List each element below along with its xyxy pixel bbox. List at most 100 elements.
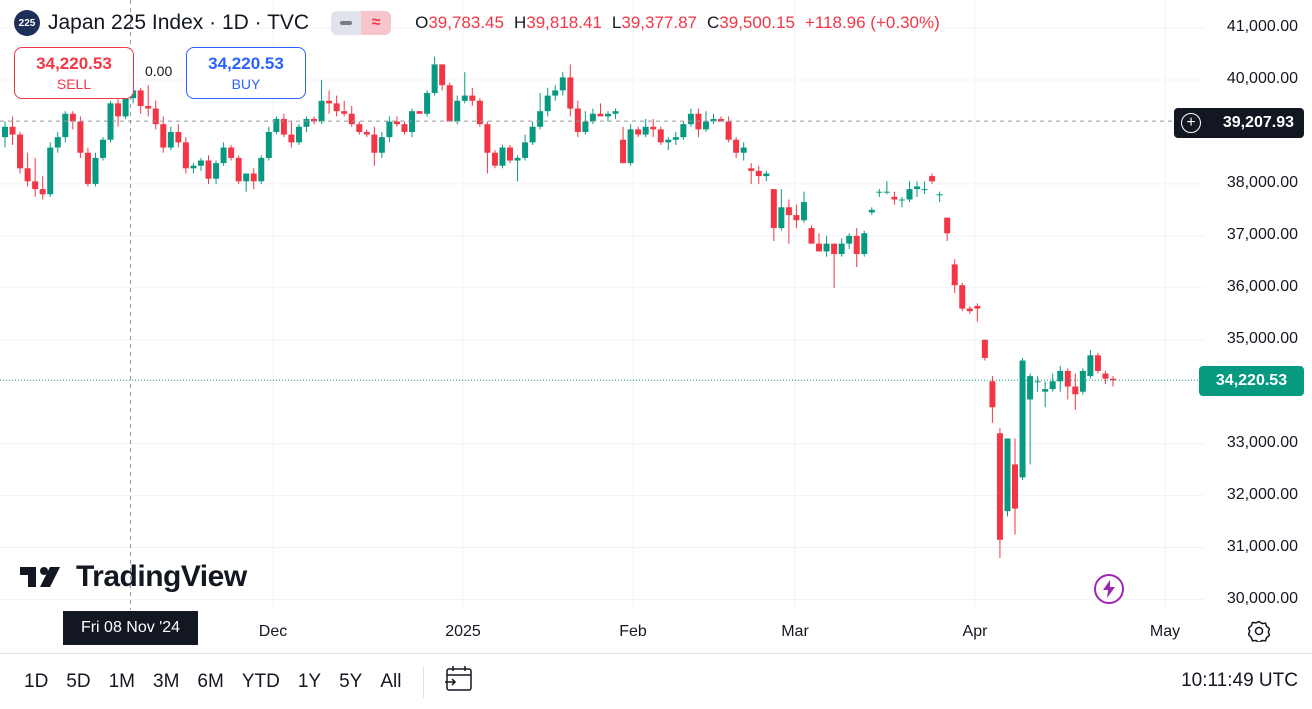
candle <box>417 111 423 114</box>
candle-body <box>763 174 769 177</box>
candle-body <box>937 194 943 195</box>
tradingview-logo[interactable]: TradingView <box>20 560 247 594</box>
chart-grid <box>0 0 1204 607</box>
candle-body <box>989 381 995 407</box>
candle-body <box>1020 361 1026 478</box>
crosshair-date-tag: Fri 08 Nov '24 <box>63 611 198 645</box>
candle <box>356 122 362 135</box>
time-tick-label: May <box>1145 623 1185 641</box>
candle-body <box>613 111 619 114</box>
candle-body <box>221 148 227 164</box>
candle <box>296 124 302 145</box>
candle <box>605 111 611 121</box>
candle <box>273 116 279 134</box>
candle-body <box>906 189 912 199</box>
last-price: 34,220.53 <box>1216 372 1287 390</box>
candle-body <box>1042 389 1048 392</box>
candle-body <box>891 197 897 200</box>
price-tick-label: 32,000.00 <box>1227 486 1298 504</box>
candle-body <box>251 174 257 182</box>
chart-style-toggle[interactable]: ≈ <box>331 11 391 35</box>
buy-button[interactable]: 34,220.53 BUY <box>186 47 306 99</box>
candle <box>1072 374 1078 410</box>
candle-body <box>432 64 438 93</box>
candle <box>62 111 68 142</box>
timeframe-1d[interactable]: 1D <box>24 671 48 693</box>
candle <box>138 88 144 114</box>
candle-body <box>846 236 852 244</box>
timeframe-6m[interactable]: 6M <box>197 671 223 693</box>
candle <box>1042 381 1048 407</box>
settings-icon[interactable] <box>1248 620 1270 647</box>
symbol-title[interactable]: Japan 225 Index · 1D · TVC <box>48 11 309 35</box>
candle <box>741 142 747 160</box>
candle <box>334 96 340 117</box>
candle-body <box>379 137 385 153</box>
timeframe-5y[interactable]: 5Y <box>339 671 362 693</box>
candle <box>1057 366 1063 392</box>
candle-body <box>319 101 325 122</box>
candle-body <box>673 137 679 140</box>
timeframe-ytd[interactable]: YTD <box>242 671 280 693</box>
candle <box>786 199 792 243</box>
candle-body <box>55 137 61 147</box>
candle-body <box>515 158 521 161</box>
candle <box>635 127 641 137</box>
candle <box>839 238 845 256</box>
calendar-range-icon[interactable] <box>444 665 474 698</box>
candle-body <box>153 109 159 125</box>
crosshair-price-tag[interactable]: + 39,207.93 <box>1174 108 1304 138</box>
candle-body <box>650 127 656 130</box>
candle <box>409 109 415 138</box>
candle-body <box>334 103 340 111</box>
timeframe-5d[interactable]: 5D <box>66 671 90 693</box>
candle <box>303 116 309 132</box>
candle <box>658 127 664 145</box>
spread-value: 0.00 <box>145 63 172 79</box>
candle <box>55 132 61 153</box>
candle-body <box>100 140 106 158</box>
price-tick-label: 31,000.00 <box>1227 538 1298 556</box>
candle-body <box>258 158 264 181</box>
candle-body <box>839 244 845 254</box>
candle <box>499 145 505 168</box>
candle-body <box>454 101 460 122</box>
candle <box>891 192 897 205</box>
candle-body <box>349 114 355 124</box>
candle <box>1020 358 1026 480</box>
bottom-toolbar: 1D 5D 1M 3M 6M YTD 1Y 5Y All <box>0 653 1312 709</box>
candle-body <box>25 168 31 181</box>
candle-body <box>1027 376 1033 399</box>
price-tick-label: 38,000.00 <box>1227 174 1298 192</box>
hide-icon[interactable] <box>331 11 361 35</box>
candle <box>763 171 769 181</box>
candle-body <box>190 166 196 169</box>
timeframe-1y[interactable]: 1Y <box>298 671 321 693</box>
timeframe-1m[interactable]: 1M <box>109 671 135 693</box>
candle <box>288 122 294 148</box>
symbol-badge[interactable]: 225 <box>14 10 40 36</box>
candle-body <box>115 103 121 116</box>
candle <box>552 85 558 101</box>
candle-body <box>974 306 980 309</box>
candle-body <box>499 148 505 166</box>
candle <box>982 340 988 361</box>
change-value: +118.96 (+0.30%) <box>805 13 940 33</box>
candle-body <box>364 132 370 135</box>
candle-body <box>17 135 23 169</box>
timeframe-all[interactable]: All <box>380 671 401 693</box>
candle <box>228 145 234 161</box>
lightning-icon[interactable] <box>1094 574 1124 604</box>
sell-button[interactable]: 34,220.53 SELL <box>14 47 134 99</box>
candle-body <box>1095 355 1101 371</box>
approx-icon[interactable]: ≈ <box>361 11 391 35</box>
add-plus-icon[interactable]: + <box>1181 113 1201 133</box>
candle-body <box>733 140 739 153</box>
candle <box>160 116 166 152</box>
candle-body <box>123 98 129 116</box>
candle <box>401 122 407 135</box>
candle <box>100 137 106 160</box>
price-tick-label: 37,000.00 <box>1227 226 1298 244</box>
candle <box>597 103 603 116</box>
timeframe-3m[interactable]: 3M <box>153 671 179 693</box>
